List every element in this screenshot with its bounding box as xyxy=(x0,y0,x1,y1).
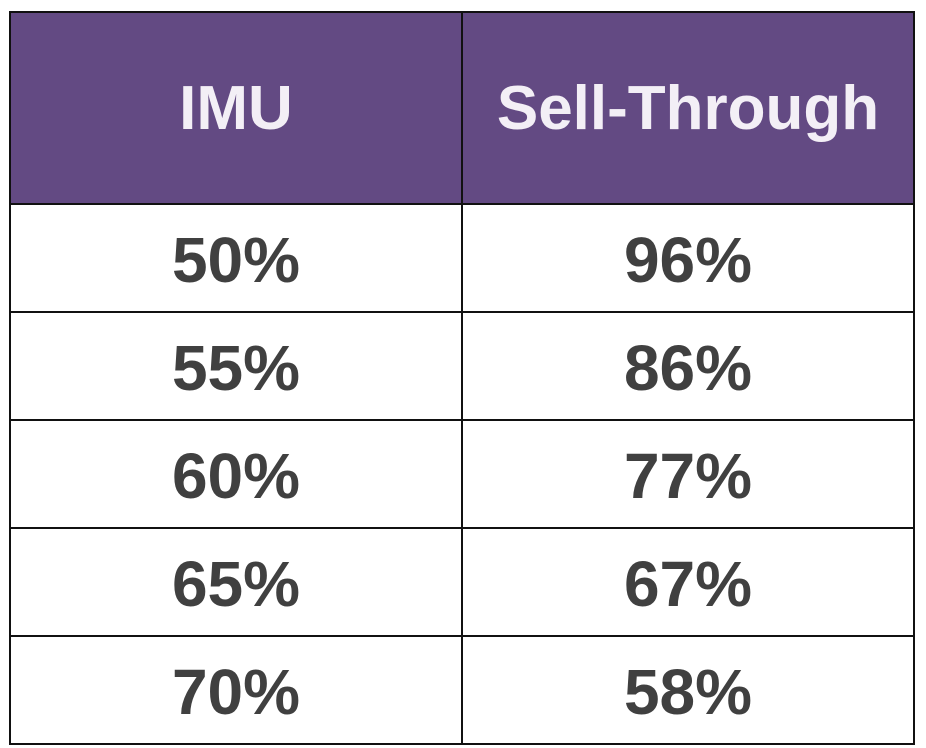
table-cell: 58% xyxy=(461,635,915,745)
table-row: 60% 77% xyxy=(9,419,915,529)
table-cell: 67% xyxy=(461,527,915,637)
table-cell: 96% xyxy=(461,203,915,313)
table-row: 50% 96% xyxy=(9,203,915,313)
data-table: IMU Sell-Through 50% 96% 55% 86% 60% 77% 65% 67%… xyxy=(9,11,915,745)
header-row: IMU Sell-Through xyxy=(9,11,915,205)
table-row: 70% 58% xyxy=(9,635,915,745)
table-cell: 86% xyxy=(461,311,915,421)
table-cell: 70% xyxy=(9,635,463,745)
table-cell: 65% xyxy=(9,527,463,637)
table-cell: 55% xyxy=(9,311,463,421)
header-cell: IMU xyxy=(9,11,463,205)
table-row: 65% 67% xyxy=(9,527,915,637)
table-header: IMU Sell-Through xyxy=(9,11,915,205)
table-cell: 60% xyxy=(9,419,463,529)
table-body: 50% 96% 55% 86% 60% 77% 65% 67% 70% 58% xyxy=(9,203,915,745)
table-row: 55% 86% xyxy=(9,311,915,421)
table-cell: 77% xyxy=(461,419,915,529)
table-cell: 50% xyxy=(9,203,463,313)
header-cell: Sell-Through xyxy=(461,11,915,205)
